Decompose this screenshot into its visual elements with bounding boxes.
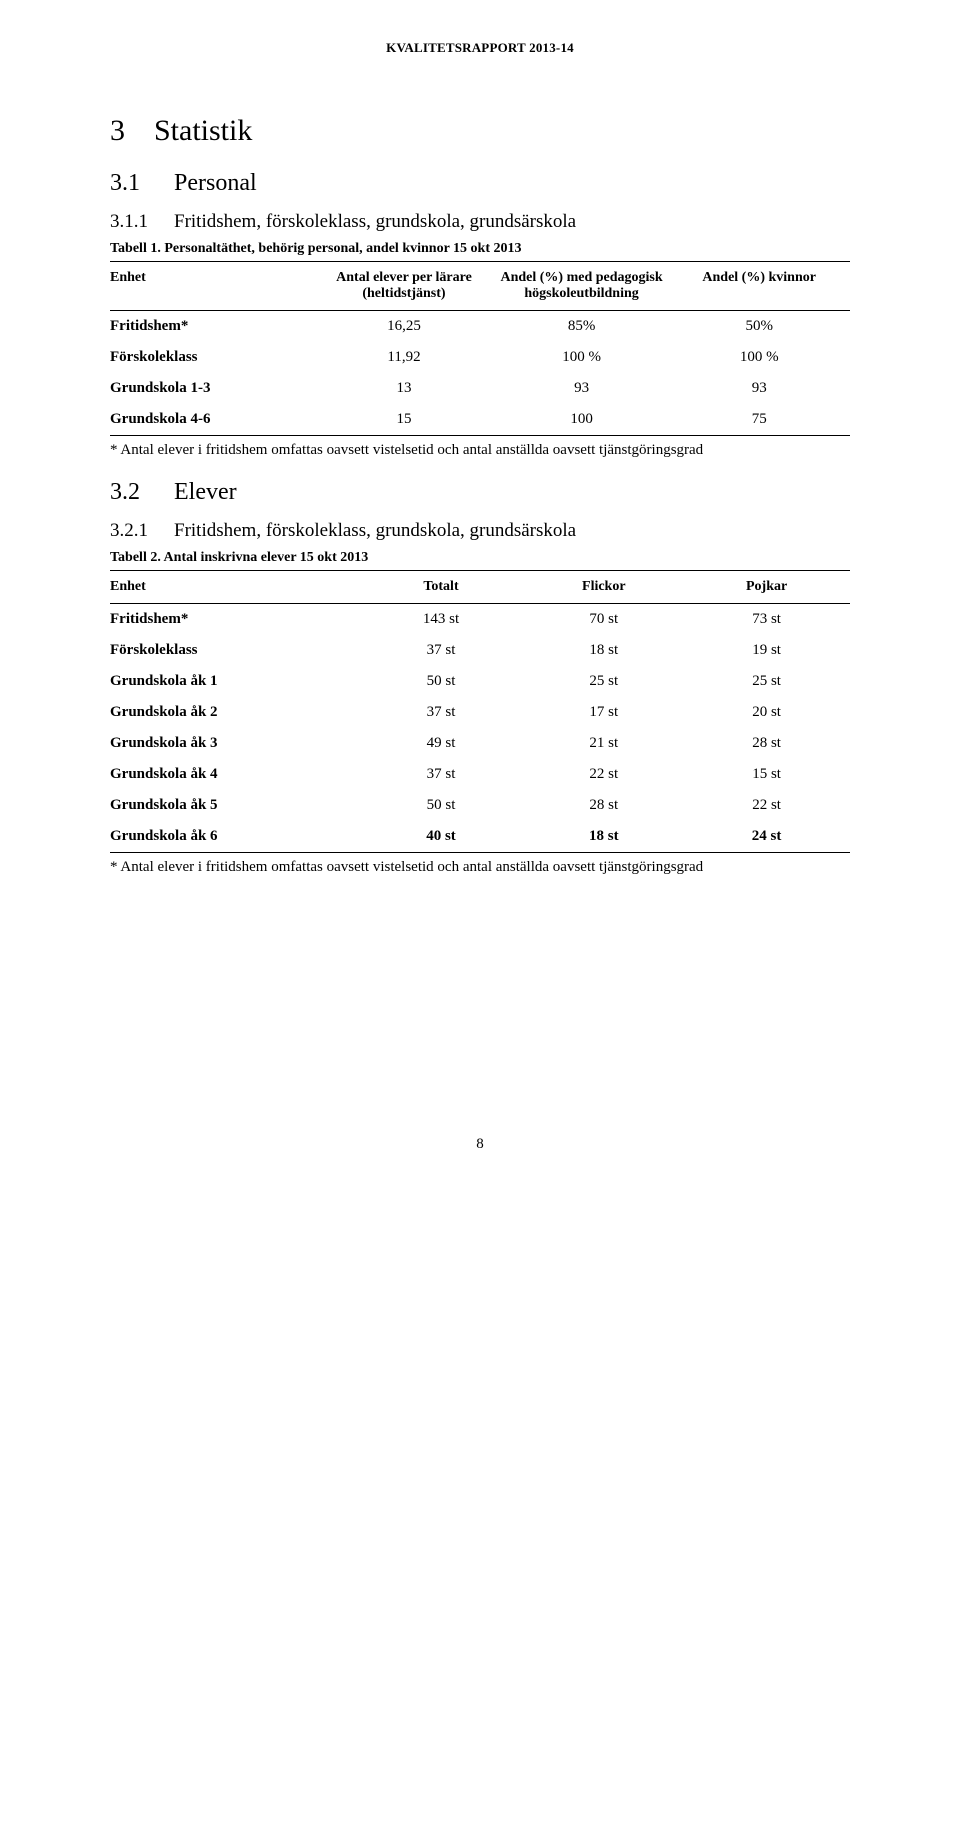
table-cell: 50 st — [362, 790, 525, 821]
page-number: 8 — [110, 1136, 850, 1153]
table-row: Grundskola åk 150 st25 st25 st — [110, 666, 850, 697]
table-cell: 75 — [672, 404, 850, 436]
table-cell: 22 st — [687, 790, 850, 821]
heading-3-number: 3.1.1 — [110, 211, 174, 233]
table-2-caption: Tabell 2. Antal inskrivna elever 15 okt … — [110, 550, 850, 566]
page: KVALITETSRAPPORT 2013-14 3 Statistik 3.1… — [0, 0, 960, 1193]
table-1: Enhet Antal elever per lärare (heltidstj… — [110, 261, 850, 436]
table-cell: Grundskola åk 1 — [110, 666, 362, 697]
table-cell: 11,92 — [317, 342, 495, 373]
heading-1-title: Statistik — [154, 114, 252, 148]
table-2-col-4: Pojkar — [687, 571, 850, 604]
table-cell: 37 st — [362, 697, 525, 728]
table-2-col-2: Totalt — [362, 571, 525, 604]
table-cell: 18 st — [524, 821, 687, 853]
table-cell: 28 st — [687, 728, 850, 759]
table-cell: Förskoleklass — [110, 635, 362, 666]
table-cell: Fritidshem* — [110, 604, 362, 636]
table-cell: Grundskola åk 6 — [110, 821, 362, 853]
table-2-col-3: Flickor — [524, 571, 687, 604]
table-cell: 70 st — [524, 604, 687, 636]
table-row: Grundskola åk 237 st17 st20 st — [110, 697, 850, 728]
table-cell: Förskoleklass — [110, 342, 317, 373]
table-2-footnote: * Antal elever i fritidshem omfattas oav… — [110, 859, 850, 876]
table-row: Grundskola åk 349 st21 st28 st — [110, 728, 850, 759]
table-row: Grundskola åk 437 st22 st15 st — [110, 759, 850, 790]
table-row: Grundskola 1-3139393 — [110, 373, 850, 404]
table-cell: 28 st — [524, 790, 687, 821]
document-header: KVALITETSRAPPORT 2013-14 — [110, 40, 850, 56]
table-row: Grundskola åk 640 st18 st24 st — [110, 821, 850, 853]
table-cell: 15 — [317, 404, 495, 436]
table-row: Förskoleklass37 st18 st19 st — [110, 635, 850, 666]
table-cell: 19 st — [687, 635, 850, 666]
table-cell: 15 st — [687, 759, 850, 790]
table-cell: Grundskola åk 2 — [110, 697, 362, 728]
heading-1-number: 3 — [110, 114, 154, 148]
table-cell: 49 st — [362, 728, 525, 759]
heading-1: 3 Statistik — [110, 114, 850, 148]
heading-2-title: Personal — [174, 170, 257, 197]
table-cell: Fritidshem* — [110, 311, 317, 343]
table-cell: 25 st — [524, 666, 687, 697]
heading-2-number: 3.2 — [110, 479, 174, 506]
table-cell: 22 st — [524, 759, 687, 790]
table-row: Fritidshem*143 st70 st73 st — [110, 604, 850, 636]
table-cell: 37 st — [362, 635, 525, 666]
table-2: Enhet Totalt Flickor Pojkar Fritidshem*1… — [110, 570, 850, 853]
table-cell: 93 — [672, 373, 850, 404]
table-cell: 93 — [495, 373, 673, 404]
table-cell: Grundskola åk 3 — [110, 728, 362, 759]
table-cell: 73 st — [687, 604, 850, 636]
table-1-caption: Tabell 1. Personaltäthet, behörig person… — [110, 241, 850, 257]
table-1-col-3: Andel (%) med pedagogisk högskoleutbildn… — [495, 262, 673, 311]
table-1-footnote: * Antal elever i fritidshem omfattas oav… — [110, 442, 850, 459]
table-cell: 17 st — [524, 697, 687, 728]
table-1-col-1: Enhet — [110, 262, 317, 311]
heading-3: 3.2.1 Fritidshem, förskoleklass, grundsk… — [110, 520, 850, 542]
table-2-col-1: Enhet — [110, 571, 362, 604]
heading-2: 3.2 Elever — [110, 479, 850, 506]
table-1-header-row: Enhet Antal elever per lärare (heltidstj… — [110, 262, 850, 311]
table-2-header-row: Enhet Totalt Flickor Pojkar — [110, 571, 850, 604]
table-1-body: Fritidshem*16,2585%50%Förskoleklass11,92… — [110, 311, 850, 436]
heading-3: 3.1.1 Fritidshem, förskoleklass, grundsk… — [110, 211, 850, 233]
table-cell: 40 st — [362, 821, 525, 853]
heading-3-title: Fritidshem, förskoleklass, grundskola, g… — [174, 211, 576, 233]
table-cell: 100 % — [495, 342, 673, 373]
heading-3-title: Fritidshem, förskoleklass, grundskola, g… — [174, 520, 576, 542]
table-1-col-2: Antal elever per lärare (heltidstjänst) — [317, 262, 495, 311]
table-cell: 100 % — [672, 342, 850, 373]
heading-3-number: 3.2.1 — [110, 520, 174, 542]
table-cell: 18 st — [524, 635, 687, 666]
table-cell: 16,25 — [317, 311, 495, 343]
table-cell: 25 st — [687, 666, 850, 697]
table-cell: 143 st — [362, 604, 525, 636]
table-cell: Grundskola åk 4 — [110, 759, 362, 790]
table-cell: Grundskola åk 5 — [110, 790, 362, 821]
table-cell: Grundskola 1-3 — [110, 373, 317, 404]
table-cell: 20 st — [687, 697, 850, 728]
heading-2-number: 3.1 — [110, 170, 174, 197]
heading-2-title: Elever — [174, 479, 237, 506]
table-row: Förskoleklass11,92100 %100 % — [110, 342, 850, 373]
table-row: Grundskola åk 550 st28 st22 st — [110, 790, 850, 821]
table-cell: 37 st — [362, 759, 525, 790]
table-cell: 13 — [317, 373, 495, 404]
table-cell: 50% — [672, 311, 850, 343]
table-cell: 50 st — [362, 666, 525, 697]
table-2-body: Fritidshem*143 st70 st73 stFörskoleklass… — [110, 604, 850, 853]
table-cell: 85% — [495, 311, 673, 343]
table-cell: Grundskola 4-6 — [110, 404, 317, 436]
table-row: Grundskola 4-61510075 — [110, 404, 850, 436]
table-cell: 100 — [495, 404, 673, 436]
table-1-col-4: Andel (%) kvinnor — [672, 262, 850, 311]
heading-2: 3.1 Personal — [110, 170, 850, 197]
table-cell: 21 st — [524, 728, 687, 759]
table-cell: 24 st — [687, 821, 850, 853]
table-row: Fritidshem*16,2585%50% — [110, 311, 850, 343]
